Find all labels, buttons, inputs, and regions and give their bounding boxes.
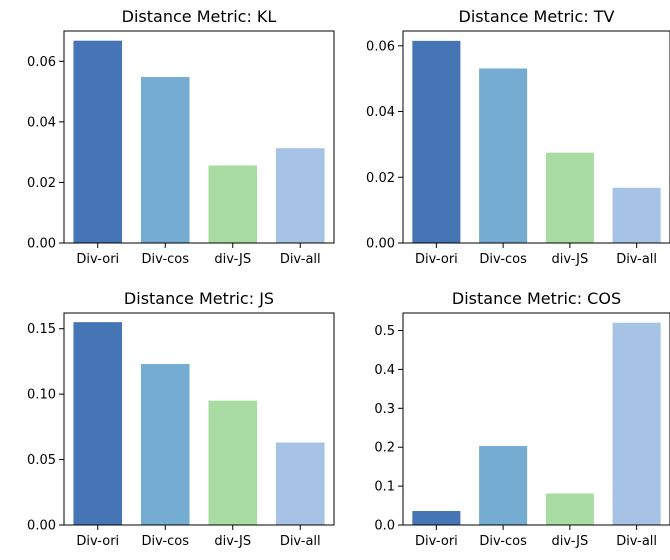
bar-div-ori	[73, 40, 123, 243]
y-tick-label: 0.1	[374, 480, 395, 495]
bar-div-all	[275, 442, 325, 525]
y-tick-label: 0.4	[374, 363, 395, 378]
x-tick-label: Div-all	[616, 252, 657, 267]
bar-div-cos	[479, 446, 528, 525]
x-tick-label: Div-ori	[76, 252, 119, 267]
bar-div-all	[275, 148, 325, 243]
axes-frame	[63, 312, 335, 526]
chart-panel-3: Distance Metric: COS 0.0 0.1 0.2 0.3 0.4 0.5 Di…	[374, 289, 670, 549]
x-tick-label: Div-all	[280, 534, 321, 549]
y-tick-label: 0.02	[27, 176, 56, 191]
x-tick-label: div-JS	[214, 252, 251, 267]
y-tick-label: 0.0	[374, 519, 395, 534]
x-tick-label: div-JS	[552, 534, 589, 549]
y-tick-label: 0.04	[27, 115, 56, 130]
x-tick-label: Div-cos	[141, 534, 189, 549]
y-tick-label: 0.10	[27, 388, 56, 403]
x-tick-label: Div-cos	[479, 252, 527, 267]
chart-panel-0: Distance Metric: KL 0.00 0.02 0.04 0.06 Div-o…	[27, 7, 335, 267]
chart-title: Distance Metric: TV	[459, 7, 615, 26]
axes-frame	[402, 312, 670, 526]
x-tick-label: div-JS	[552, 252, 589, 267]
x-tick-label: Div-ori	[76, 534, 119, 549]
x-tick-label: Div-all	[280, 252, 321, 267]
y-tick-label: 0.02	[366, 171, 395, 186]
x-tick-label: Div-all	[616, 534, 657, 549]
y-tick-label: 0.00	[27, 237, 56, 252]
chart-panel-1: Distance Metric: TV 0.00 0.02 0.04 0.06 Div-o…	[366, 7, 670, 267]
x-tick-label: Div-cos	[141, 252, 189, 267]
bar-div-ori	[412, 510, 461, 525]
y-tick-label: 0.06	[27, 55, 56, 70]
chart-panel-2: Distance Metric: JS 0.00 0.05 0.10 0.15 Div-o…	[27, 289, 335, 549]
y-tick-label: 0.04	[366, 105, 395, 120]
chart-title: Distance Metric: JS	[124, 289, 274, 308]
bar-div-js	[545, 493, 594, 525]
x-tick-label: Div-ori	[415, 534, 458, 549]
y-tick-label: 0.00	[366, 237, 395, 252]
x-tick-label: div-JS	[214, 534, 251, 549]
x-tick-label: Div-cos	[479, 534, 527, 549]
axes-frame	[63, 30, 335, 244]
y-tick-label: 0.2	[374, 441, 395, 456]
bar-div-cos	[140, 364, 190, 525]
bar-div-cos	[140, 77, 190, 243]
y-tick-label: 0.3	[374, 402, 395, 417]
bar-div-js	[208, 400, 258, 525]
chart-title: Distance Metric: KL	[122, 7, 277, 26]
bar-div-all	[612, 187, 661, 243]
y-tick-label: 0.06	[366, 39, 395, 54]
chart-title: Distance Metric: COS	[452, 289, 621, 308]
bar-div-ori	[73, 322, 123, 525]
bar-div-js	[208, 165, 258, 243]
bar-div-ori	[412, 40, 461, 243]
x-tick-label: Div-ori	[415, 252, 458, 267]
bar-div-all	[612, 322, 661, 525]
y-tick-label: 0.05	[27, 453, 56, 468]
axes-frame	[402, 30, 670, 244]
y-tick-label: 0.15	[27, 322, 56, 337]
bar-div-cos	[479, 68, 528, 244]
y-tick-label: 0.00	[27, 519, 56, 534]
bar-div-js	[545, 152, 594, 243]
y-tick-label: 0.5	[374, 324, 395, 339]
